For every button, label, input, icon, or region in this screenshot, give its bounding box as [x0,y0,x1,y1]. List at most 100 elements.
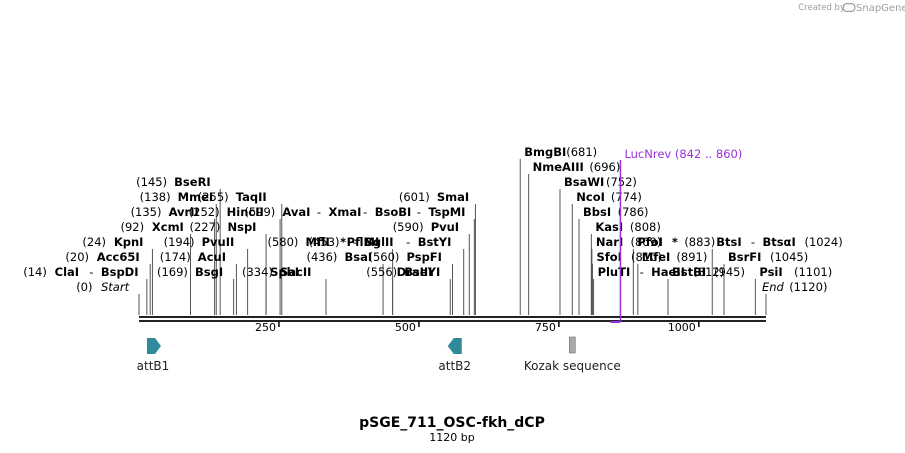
enzyme-name: Start [101,280,130,294]
site-label-nari-809[interactable]: NarI (809) [596,235,662,249]
site-label-227-nspi[interactable]: (227) NspI [189,220,256,234]
site-position: (752) [606,175,637,189]
enzyme-name: BsaI [344,250,372,264]
enzyme-name: BstYI [418,235,452,249]
site-position: (681) [566,145,597,159]
site-position: (255) [198,190,229,204]
site-position: (1101) [794,265,832,279]
feature-kozak-sequence[interactable]: Kozak sequence [524,336,621,373]
feature-label: Kozak sequence [524,359,621,373]
enzyme-name: DraIII [397,265,433,279]
site-label-436-bsai[interactable]: (436) BsaI [306,250,372,264]
enzyme-name: SphI [270,265,299,279]
credit-prefix: Created by [798,3,845,13]
site-position: (0) [76,280,92,294]
axis-ticks: 250 500 750 1000 [255,321,700,334]
site-position: (1024) [804,235,842,249]
site-label-pfoi-883[interactable]: PfoI * (883) [637,235,715,249]
site-label-nmeaiii-696[interactable]: NmeAIII (696) [533,160,621,174]
site-position: (174) [160,250,191,264]
site-label-92-xcmi[interactable]: (92) XcmI [121,220,184,234]
site-label-590-pvui[interactable]: (590) PvuI [393,220,459,234]
site-label-599-avai-xmai-bsobi-tspmi[interactable]: (599) AvaI - XmaI - BsoBI - TspMI [244,205,465,219]
enzyme-name: AvrII [169,205,199,219]
site-label-sfoi-810[interactable]: SfoI (810) [596,250,662,264]
site-position: (92) [121,220,145,234]
enzyme-name: NarI [596,235,623,249]
site-label-pluti-haeii-812[interactable]: PluTI - HaeII (812) [598,265,725,279]
enzyme-name: AvaI [282,205,310,219]
snapgene-logo-icon [842,2,856,13]
site-label-138-mmei[interactable]: (138) MmeI [140,190,214,204]
site-label-252-hincii[interactable]: (252) HincII [189,205,264,219]
enzyme-name: HincII [227,205,264,219]
enzyme-name: MfeI [642,250,671,264]
enzyme-name: PvuI [431,220,459,234]
site-label-580-mfli-bglii-bstyi[interactable]: (580) MflI * - BglII - BstYI [267,235,451,249]
site-position: (696) [589,160,620,174]
enzyme-name: PspFI [407,250,442,264]
site-label-mfei-891[interactable]: MfeI (891) [642,250,708,264]
site-label-135-avrii[interactable]: (135) AvrII [131,205,199,219]
site-label-560-pspfi[interactable]: (560) PspFI [369,250,442,264]
enzyme-name: KasI [595,220,623,234]
site-label-453-pflmi[interactable]: (453) PflMI [309,235,380,249]
site-position: (556) [366,265,397,279]
site-position: (590) [393,220,424,234]
site-position: (194) [164,235,195,249]
enzyme-name: BsrFI [728,250,761,264]
site-label-kasi-808[interactable]: KasI (808) [595,220,661,234]
credit-brand: SnapGene [856,3,905,14]
site-position: - [363,205,367,219]
credit: Created by SnapGene [798,2,905,14]
site-lines [138,159,767,315]
primer-label[interactable]: LucNrev (842 .. 860) [624,147,742,161]
enzyme-name: BtsI [716,235,741,249]
site-label-draiii[interactable]: DraIII [397,265,433,279]
site-label-20-acc65i[interactable]: (20) Acc65I [65,250,139,264]
backbone [139,316,766,322]
enzyme-name: End [762,280,785,294]
site-labels: (14) ClaI - BspDI(20) Acc65I(24) KpnI(92) XcmI… [23,145,842,294]
site-label-bsawi-752[interactable]: BsaWI (752) [564,175,637,189]
site-position: (453) [309,235,340,249]
site-label-bbsi-786[interactable]: BbsI (786) [583,205,649,219]
enzyme-name: * [672,235,678,249]
features: attB1 attB2 Kozak sequence [137,336,621,373]
site-label-0-start[interactable]: (0) Start [76,280,129,294]
site-label-556-bseyi[interactable]: (556) BseYI [366,265,440,279]
site-position: - [406,235,410,249]
enzyme-name: PfoI [637,235,663,249]
site-label-24-kpni[interactable]: (24) KpnI [82,235,143,249]
site-position: (786) [618,205,649,219]
site-label-14-clai-bspdi[interactable]: (14) ClaI - BspDI [23,265,138,279]
site-label-145-bseri[interactable]: (145) BseRI [136,175,211,189]
site-label-169-bsgi[interactable]: (169) BsgI [157,265,223,279]
site-label-bmgbi-681[interactable]: BmgBI (681) [524,145,597,159]
site-position: - [317,205,321,219]
primer-annotation: LucNrev (842 .. 860) [610,147,742,323]
axis-tick-label-1000: 1000 [668,321,696,334]
feature-attb2[interactable]: attB2 [438,338,471,373]
enzyme-name: * [340,235,346,249]
site-label-255-taqii[interactable]: (255) TaqII [198,190,267,204]
enzyme-name: BseYI [404,265,440,279]
enzyme-name: PsiI [759,265,782,279]
site-label-btsi-bts-i-1024[interactable]: BtsI - BtsαI (1024) [716,235,842,249]
site-label-end-1120[interactable]: End (1120) [762,280,827,294]
site-label-bsrfi-1045[interactable]: BsrFI (1045) [728,250,808,264]
enzyme-name: BglII [364,235,394,249]
enzyme-name: SfoI [596,250,621,264]
site-label-bstbi-945[interactable]: BstBI (945) [672,265,745,279]
site-position: (810) [631,250,662,264]
site-label-ncoi-774[interactable]: NcoI (774) [576,190,642,204]
site-label-334-sacii[interactable]: (334) SacII [242,265,311,279]
site-label-194-pvuii[interactable]: (194) PvuII [164,235,235,249]
site-position: (812) [693,265,724,279]
feature-attb1[interactable]: attB1 [137,338,170,373]
site-label-psii-1101[interactable]: PsiI (1101) [759,265,832,279]
site-position: (227) [189,220,220,234]
site-label-174-acui[interactable]: (174) AcuI [160,250,226,264]
site-label-sphi[interactable]: SphI [270,265,299,279]
site-label-601-smai[interactable]: (601) SmaI [399,190,469,204]
